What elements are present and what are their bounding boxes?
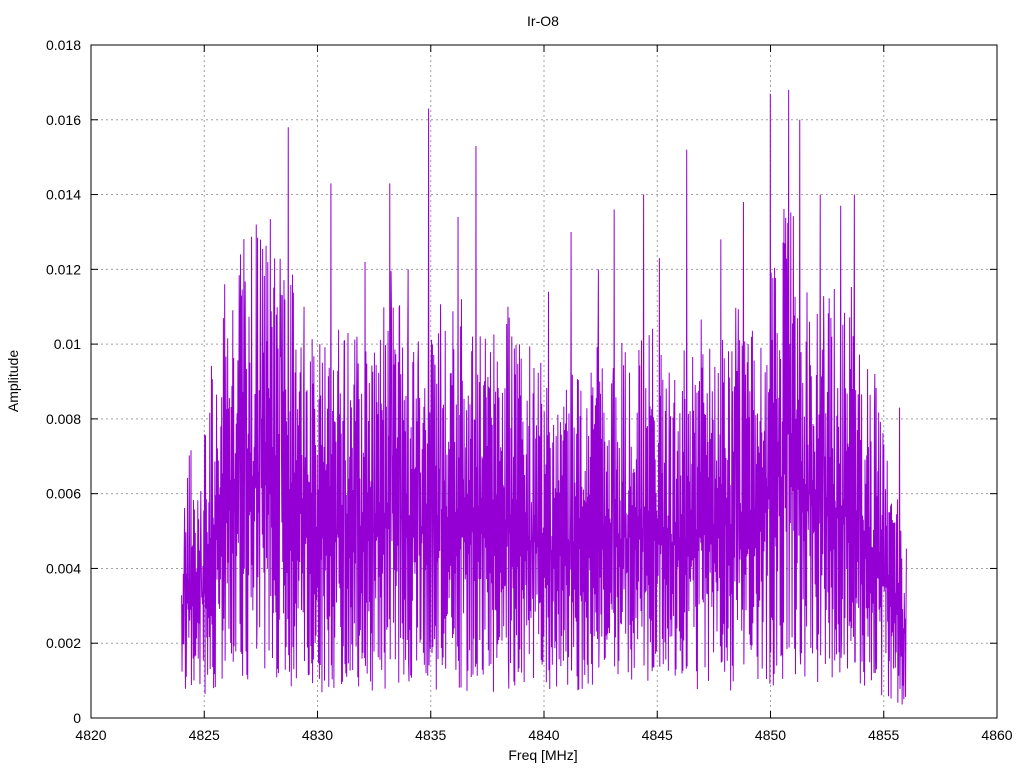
axis-ticks <box>90 44 998 719</box>
y-tick-label: 0.002 <box>46 635 81 651</box>
amplitude-series-line <box>181 89 907 705</box>
y-tick-label: 0.008 <box>46 411 81 427</box>
x-tick-label: 4835 <box>415 727 446 743</box>
y-tick-labels: 0 0.002 0.004 0.006 0.008 0.01 0.012 0.014 0.016… <box>46 37 81 726</box>
y-tick-label: 0.018 <box>46 37 81 53</box>
x-tick-label: 4845 <box>642 727 673 743</box>
y-tick-label: 0 <box>73 710 81 726</box>
y-tick-label: 0.006 <box>46 486 81 502</box>
x-tick-label: 4860 <box>981 727 1012 743</box>
x-tick-label: 4820 <box>75 727 106 743</box>
y-tick-label: 0.01 <box>54 336 81 352</box>
y-axis-label: Amplitude <box>5 350 21 412</box>
chart-title: Ir-O8 <box>527 13 559 29</box>
x-tick-labels: 4820 4825 4830 4835 4840 4845 4850 4855 4860 <box>75 727 1012 743</box>
x-tick-label: 4825 <box>189 727 220 743</box>
series-layer <box>181 89 907 705</box>
x-tick-label: 4850 <box>755 727 786 743</box>
x-axis-label: Freq [MHz] <box>508 747 577 763</box>
y-tick-label: 0.016 <box>46 112 81 128</box>
x-tick-label: 4830 <box>302 727 333 743</box>
x-tick-label: 4840 <box>528 727 559 743</box>
y-tick-label: 0.012 <box>46 261 81 277</box>
y-tick-label: 0.004 <box>46 560 81 576</box>
y-tick-label: 0.014 <box>46 187 81 203</box>
x-tick-label: 4855 <box>868 727 899 743</box>
